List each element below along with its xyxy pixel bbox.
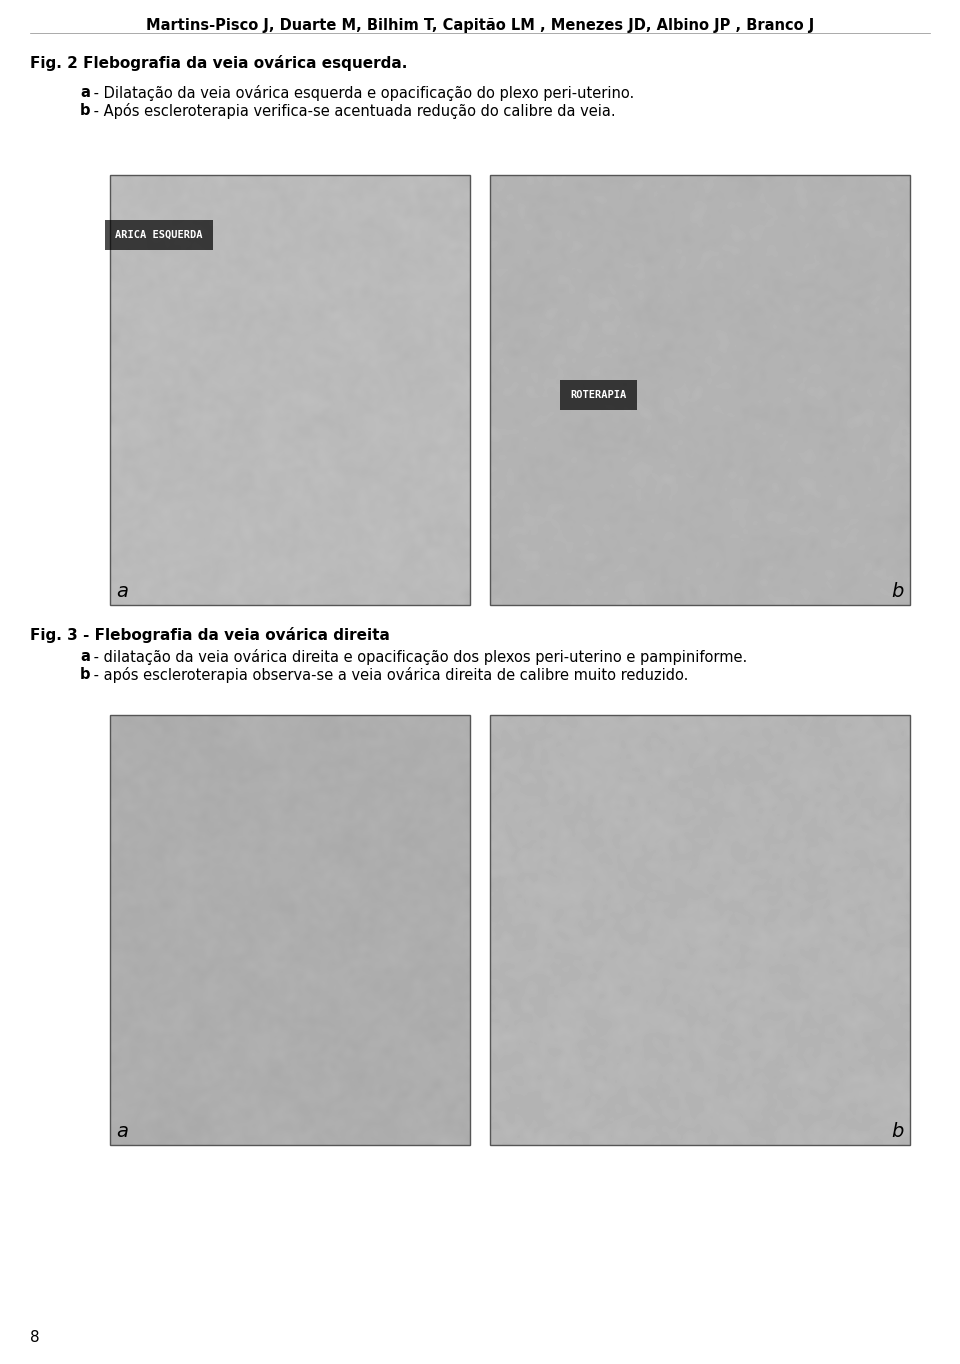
Text: Fig. 2 Flebografia da veia ovárica esquerda.: Fig. 2 Flebografia da veia ovárica esque… (30, 55, 407, 71)
Bar (110, 175, 470, 606)
Text: a: a (80, 649, 90, 664)
Text: b: b (80, 667, 90, 682)
Text: a: a (116, 582, 128, 602)
Text: - Dilatação da veia ovárica esquerda e opacificação do plexo peri-uterino.: - Dilatação da veia ovárica esquerda e o… (89, 85, 635, 101)
Bar (110, 715, 470, 1144)
Text: ARICA ESQUERDA: ARICA ESQUERDA (115, 231, 203, 240)
Text: b: b (892, 1123, 904, 1142)
Text: - dilatação da veia ovárica direita e opacificação dos plexos peri-uterino e pam: - dilatação da veia ovárica direita e op… (89, 649, 747, 666)
Text: Fig. 3 - Flebografia da veia ovárica direita: Fig. 3 - Flebografia da veia ovárica dir… (30, 627, 390, 642)
Text: Martins-Pisco J, Duarte M, Bilhim T, Capitão LM , Menezes JD, Albino JP , Branco: Martins-Pisco J, Duarte M, Bilhim T, Cap… (146, 18, 814, 33)
Text: b: b (80, 104, 90, 119)
Text: a: a (116, 1123, 128, 1142)
Text: b: b (892, 582, 904, 602)
Text: - Após escleroterapia verifica-se acentuada redução do calibre da veia.: - Após escleroterapia verifica-se acentu… (89, 104, 615, 119)
Text: - após escleroterapia observa-se a veia ovárica direita de calibre muito reduzid: - após escleroterapia observa-se a veia … (89, 667, 688, 683)
Text: a: a (80, 85, 90, 100)
Text: ROTERAPIA: ROTERAPIA (570, 390, 626, 400)
Bar (490, 715, 910, 1144)
Text: 8: 8 (30, 1330, 39, 1345)
Bar (490, 175, 910, 606)
